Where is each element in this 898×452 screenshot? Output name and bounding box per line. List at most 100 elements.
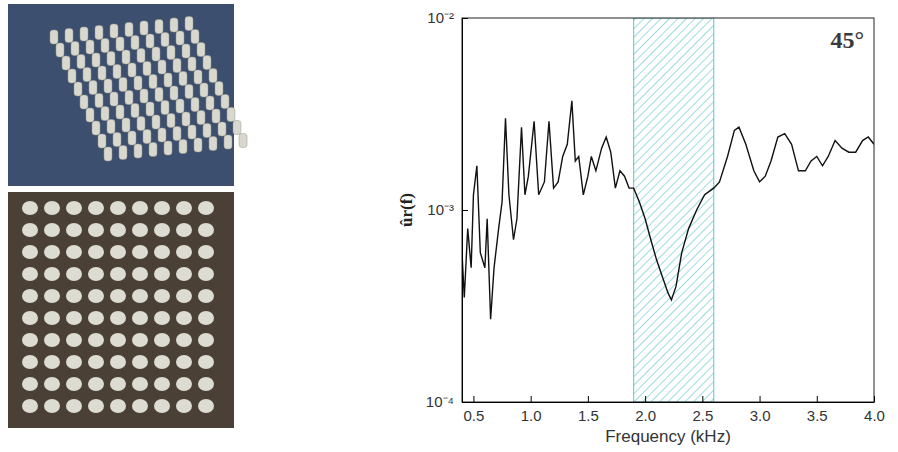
tick-label: 3.0 xyxy=(750,407,771,424)
pillar xyxy=(74,82,82,96)
pillar-top xyxy=(44,245,60,259)
pillar-top xyxy=(198,311,214,325)
pillar-top xyxy=(176,201,192,215)
pillar xyxy=(209,69,217,83)
pillar xyxy=(92,53,100,67)
pillar xyxy=(128,131,136,145)
y-axis-title: ûr(f) xyxy=(397,193,416,227)
pillar xyxy=(80,95,88,109)
pillar xyxy=(68,69,76,83)
pillar xyxy=(95,26,103,40)
tick-mark xyxy=(462,402,468,403)
pillar xyxy=(104,79,112,93)
pillar-top xyxy=(22,377,38,391)
pillar-top xyxy=(44,223,60,237)
tick-mark xyxy=(473,396,474,402)
pillar-top xyxy=(44,267,60,281)
pillar xyxy=(113,133,121,147)
tick-label: 2.0 xyxy=(635,407,656,424)
tick: 2.0 xyxy=(635,396,656,424)
pillar-top xyxy=(198,355,214,369)
pillar-top xyxy=(110,333,126,347)
pillar xyxy=(194,70,202,84)
pillar-top xyxy=(176,223,192,237)
pillar-top xyxy=(110,245,126,259)
tick: 0.5 xyxy=(464,396,485,424)
pillar xyxy=(233,121,241,135)
pillar-top xyxy=(154,223,170,237)
x-axis-title: Frequency (kHz) xyxy=(605,427,731,446)
pillar xyxy=(83,68,91,82)
pillar xyxy=(89,81,97,95)
pillar-top xyxy=(110,311,126,325)
tick-mark xyxy=(531,396,532,402)
pillar-top xyxy=(176,267,192,281)
pillar-top xyxy=(66,289,82,303)
pillar-top xyxy=(176,399,192,413)
pillar xyxy=(170,86,178,100)
pillar xyxy=(161,33,169,47)
pillar xyxy=(101,39,109,53)
pillar-top xyxy=(66,201,82,215)
pillar xyxy=(146,34,154,48)
pillar-top xyxy=(154,355,170,369)
pillar xyxy=(182,44,190,58)
pillar xyxy=(71,42,79,56)
pillar-top xyxy=(22,289,38,303)
pillar xyxy=(98,66,106,80)
tick-label: 1.5 xyxy=(578,407,599,424)
tick-label: 10⁻² xyxy=(427,9,454,26)
pillar xyxy=(158,60,166,74)
pillar xyxy=(161,101,169,115)
pillar xyxy=(95,94,103,108)
pillar-top xyxy=(154,311,170,325)
pillar xyxy=(179,72,187,86)
pillar-top xyxy=(66,355,82,369)
tick: 10⁻⁴ xyxy=(426,393,468,410)
pillar-top xyxy=(132,201,148,215)
pillar-top xyxy=(88,377,104,391)
tick-label: 4.0 xyxy=(864,407,885,424)
angle-label: 45° xyxy=(830,27,864,53)
pillar xyxy=(179,140,187,154)
pillar-top xyxy=(198,223,214,237)
pillar xyxy=(116,105,124,119)
pillar xyxy=(212,109,220,123)
pillar-top xyxy=(22,333,38,347)
pillar xyxy=(227,108,235,122)
pillar-top xyxy=(22,245,38,259)
pillar xyxy=(155,20,163,34)
tick-mark xyxy=(817,396,818,402)
pillar-top xyxy=(176,311,192,325)
pillar xyxy=(110,92,118,106)
photo-bottom xyxy=(8,192,234,428)
pillar xyxy=(101,107,109,121)
pillar xyxy=(104,147,112,161)
pillar-top xyxy=(198,333,214,347)
pillar xyxy=(107,52,115,66)
pillar-top xyxy=(198,245,214,259)
pillar-top xyxy=(22,355,38,369)
x-axis: 0.5 1.0 1.5 2.0 2.5 3.0 3.5 4.0 xyxy=(463,396,885,424)
pillar xyxy=(110,24,118,38)
pillar xyxy=(134,144,142,158)
pillar-top xyxy=(176,333,192,347)
pillar xyxy=(155,88,163,102)
tick: 3.5 xyxy=(807,396,828,424)
pillar-top xyxy=(110,355,126,369)
pillar xyxy=(197,111,205,125)
pillar xyxy=(215,82,223,96)
tick: 2.5 xyxy=(692,396,713,424)
pillar xyxy=(167,114,175,128)
pillar-top xyxy=(22,399,38,413)
pillar xyxy=(224,135,232,149)
pillar-top xyxy=(154,289,170,303)
pillar-top xyxy=(132,289,148,303)
pillar xyxy=(206,96,214,110)
pillar xyxy=(137,49,145,63)
pillar-top xyxy=(66,245,82,259)
tick: 3.0 xyxy=(750,396,771,424)
pillar-top xyxy=(132,399,148,413)
tick-label: 1.0 xyxy=(521,407,542,424)
pillar xyxy=(200,83,208,97)
